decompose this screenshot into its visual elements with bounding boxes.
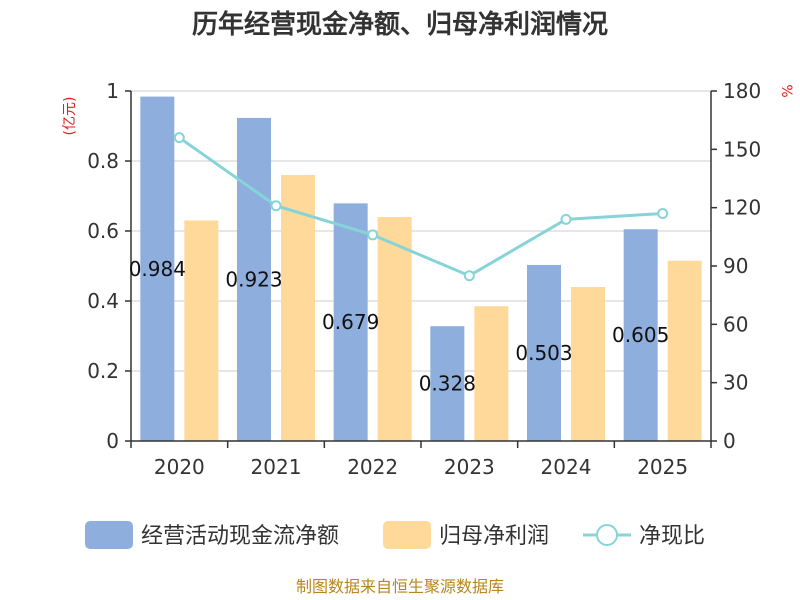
data-labels: 0.984 0.923 0.679 0.328 0.503 0.605	[129, 257, 670, 396]
left-tick-label: 0.6	[87, 219, 119, 243]
chart-title: 历年经营现金净额、归母净利润情况	[192, 9, 608, 40]
data-label-cashflow-2020: 0.984	[129, 257, 186, 281]
bar-profit-2022	[377, 217, 412, 441]
bar-cashflow-2023	[430, 326, 465, 441]
data-label-cashflow-2025: 0.605	[612, 323, 669, 347]
bars	[140, 96, 702, 441]
bar-cashflow-2025	[623, 229, 658, 441]
x-tick-label: 2022	[347, 455, 398, 479]
legend-swatch-ratio-marker	[596, 524, 618, 546]
right-tick-label: 120	[723, 196, 761, 220]
right-tick-label: 60	[723, 312, 748, 336]
left-axis-unit: (亿元)	[62, 97, 78, 136]
bar-profit-2023	[474, 306, 509, 441]
right-tick-label: 180	[723, 79, 761, 103]
left-tick-label: 1	[106, 79, 119, 103]
x-tick-label: 2024	[541, 455, 592, 479]
ratio-point-2020	[173, 132, 185, 144]
data-label-cashflow-2023: 0.328	[419, 372, 476, 396]
left-tick-label: 0.2	[87, 359, 119, 383]
left-tick-label: 0.8	[87, 149, 119, 173]
ratio-point-2022	[367, 229, 379, 241]
right-tick-label: 150	[723, 137, 761, 161]
ratio-line	[173, 132, 669, 282]
bar-cashflow-2022	[333, 203, 368, 441]
axes: 0 0.2 0.4 0.6 0.8 1 0 30 60 90 120 150 180 2020 2021 20…	[87, 79, 761, 479]
right-tick-label: 30	[723, 371, 748, 395]
legend: 经营活动现金流净额 归母净利润 净现比	[85, 521, 705, 549]
legend-label-ratio: 净现比	[639, 524, 705, 549]
right-tick-label: 90	[723, 254, 748, 278]
legend-swatch-profit	[383, 521, 431, 549]
ratio-point-2024	[560, 213, 572, 225]
bar-profit-2020	[184, 220, 219, 441]
x-tick-label: 2021	[251, 455, 302, 479]
source-note: 制图数据来自恒生聚源数据库	[296, 577, 504, 596]
bar-profit-2024	[571, 287, 605, 441]
bar-cashflow-2020	[140, 96, 175, 441]
x-tick-label: 2025	[637, 455, 688, 479]
bar-cashflow-2024	[527, 264, 561, 441]
legend-label-profit: 归母净利润	[439, 524, 549, 549]
bar-profit-2025	[667, 260, 702, 441]
x-tick-label: 2020	[154, 455, 205, 479]
left-tick-label: 0.4	[87, 289, 119, 313]
ratio-point-2023	[463, 270, 475, 282]
legend-label-cashflow: 经营活动现金流净额	[141, 524, 339, 549]
data-label-cashflow-2021: 0.923	[225, 267, 282, 291]
right-axis-unit: %	[778, 84, 794, 97]
x-tick-label: 2023	[444, 455, 495, 479]
ratio-point-2025	[657, 208, 669, 219]
bar-profit-2021	[281, 175, 315, 441]
ratio-point-2021	[270, 200, 282, 212]
ratio-line-path	[178, 136, 663, 278]
left-tick-label: 0	[106, 429, 119, 453]
data-label-cashflow-2024: 0.503	[515, 341, 572, 365]
legend-swatch-cashflow	[85, 521, 133, 549]
data-label-cashflow-2022: 0.679	[322, 310, 379, 334]
right-tick-label: 0	[723, 429, 736, 453]
bar-cashflow-2021	[237, 117, 271, 441]
gridlines	[131, 90, 711, 372]
